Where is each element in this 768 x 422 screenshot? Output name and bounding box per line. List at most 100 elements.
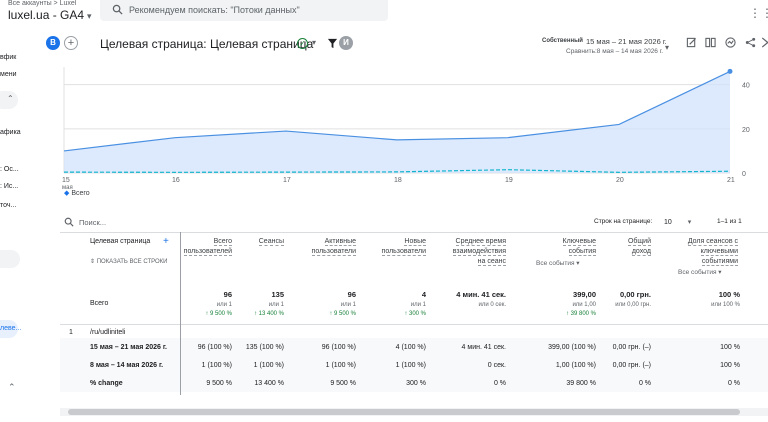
nav-item[interactable]: : Ос... bbox=[0, 166, 19, 173]
column-header[interactable]: ключевыми bbox=[700, 248, 738, 256]
column-header[interactable]: события bbox=[568, 248, 596, 256]
table-cell: 4 мин. 41 сек. bbox=[461, 344, 506, 351]
x-tick-sublabel: мая bbox=[62, 185, 73, 191]
column-header[interactable]: Среднее время bbox=[455, 238, 506, 246]
nav-item[interactable]: афика bbox=[0, 129, 21, 136]
top-bar: Все аккаунты > Luxel luxel.ua - GA4 ▾ Рек… bbox=[0, 0, 768, 30]
column-divider bbox=[180, 232, 181, 395]
avatar[interactable]: B bbox=[46, 36, 60, 50]
scrollbar-thumb[interactable] bbox=[68, 409, 740, 415]
x-tick-label: 17 bbox=[283, 177, 291, 184]
y-tick-label: 20 bbox=[742, 127, 750, 134]
chevron-down-icon: ▾ bbox=[87, 11, 92, 21]
total-value: 96 bbox=[347, 290, 356, 299]
table-cell: 0,00 грн. (–) bbox=[612, 362, 651, 369]
left-nav: вфик мени ⌃ афика : Ос... : Ис... точ...… bbox=[0, 30, 40, 422]
data-point[interactable] bbox=[727, 68, 733, 74]
horizontal-scrollbar[interactable] bbox=[60, 408, 768, 416]
check-circle-icon[interactable]: ✓ bbox=[297, 38, 308, 49]
key-events-filter-label: Все события bbox=[536, 260, 575, 267]
table-cell: 399,00 (100 %) bbox=[548, 344, 596, 351]
total-compare-value: или 1 bbox=[340, 302, 356, 308]
column-header[interactable]: событиями bbox=[701, 258, 738, 266]
y-tick-label: 40 bbox=[742, 83, 750, 90]
column-header[interactable]: Всего bbox=[213, 238, 232, 246]
nav-item[interactable]: мени bbox=[0, 71, 17, 78]
table-search-input[interactable]: Поиск... bbox=[79, 218, 107, 227]
series-current-line bbox=[63, 70, 731, 152]
column-header[interactable]: пользователей bbox=[183, 248, 232, 256]
chevron-down-icon: ▾ bbox=[576, 260, 580, 267]
compare-range[interactable]: Сравнить:8 мая – 14 мая 2026 г. bbox=[566, 48, 664, 55]
chevron-up-icon[interactable]: ⌃ bbox=[8, 382, 16, 392]
chart-legend[interactable]: ◆ Всего bbox=[64, 189, 90, 197]
nav-item[interactable]: вфик bbox=[0, 54, 17, 61]
report-header: B + Целевая страница: Целевая страница ✓… bbox=[40, 30, 768, 62]
table-cell: 0,00 грн. (–) bbox=[612, 344, 651, 351]
compare-icon[interactable] bbox=[705, 37, 716, 48]
breadcrumb[interactable]: Все аккаунты > Luxel bbox=[8, 0, 77, 7]
table-cell: 100 % bbox=[720, 362, 740, 369]
column-header[interactable]: доход bbox=[631, 248, 651, 256]
search-placeholder: Рекомендуем поискать: "Потоки данных" bbox=[129, 5, 300, 15]
chevron-down-icon[interactable]: ▾ bbox=[665, 43, 670, 52]
nav-item[interactable]: : Ис... bbox=[0, 183, 19, 190]
compare-avatar[interactable]: И bbox=[339, 36, 353, 50]
x-tick-label: 18 bbox=[394, 177, 402, 184]
show-all-rows-button[interactable]: ⇕ ПОКАЗАТЬ ВСЕ СТРОКИ bbox=[90, 258, 168, 265]
sub-row-background bbox=[60, 374, 768, 392]
nav-item[interactable]: точ... bbox=[0, 202, 17, 209]
table-cell: 1 (100 %) bbox=[325, 362, 356, 369]
x-tick-label: 15 bbox=[62, 177, 70, 184]
date-range[interactable]: 15 мая – 21 мая 2026 г. bbox=[586, 37, 667, 46]
share-icon[interactable] bbox=[745, 37, 756, 48]
x-tick-label: 19 bbox=[505, 177, 513, 184]
table-cell: 4 (100 %) bbox=[395, 344, 426, 351]
dimension-header[interactable]: Целевая страница bbox=[90, 238, 151, 245]
sub-row-label: % change bbox=[90, 380, 123, 387]
table-cell: 9 500 % bbox=[330, 380, 356, 387]
collapse-toggle[interactable]: ⌃ bbox=[0, 91, 18, 109]
total-value: 100 % bbox=[718, 290, 740, 299]
column-header[interactable]: Сеансы bbox=[258, 238, 284, 246]
column-header[interactable]: Новые bbox=[404, 238, 426, 246]
insights-icon[interactable] bbox=[725, 37, 736, 48]
row-page-path[interactable]: /ru/udliniteli bbox=[90, 329, 126, 336]
explore-icon[interactable] bbox=[762, 37, 768, 48]
total-compare-value: или 1 bbox=[410, 302, 426, 308]
rows-per-page-select[interactable]: 10 ▾ bbox=[664, 218, 691, 226]
total-change: ↑ 39 800 % bbox=[565, 311, 596, 317]
table-cell: 0 % bbox=[493, 380, 506, 387]
key-events-filter[interactable]: Все события ▾ bbox=[536, 259, 580, 267]
add-dimension-button[interactable]: + bbox=[163, 236, 169, 247]
total-compare-value: или 1,00 bbox=[572, 302, 596, 308]
pagination-info: 1–1 из 1 bbox=[717, 218, 742, 225]
table-cell: 135 (100 %) bbox=[245, 344, 284, 351]
total-compare-value: или 1 bbox=[268, 302, 284, 308]
column-header[interactable]: на сеанс bbox=[477, 258, 506, 266]
range-label: Собственный bbox=[542, 38, 583, 44]
nav-item-active[interactable]: леве... bbox=[0, 320, 21, 338]
total-value: 399,00 bbox=[573, 290, 596, 299]
column-header[interactable]: Ключевые bbox=[562, 238, 596, 246]
filter-icon[interactable] bbox=[327, 38, 338, 49]
totals-label: Всего bbox=[90, 300, 109, 307]
chevron-down-icon[interactable]: ▾ bbox=[312, 38, 317, 47]
column-header[interactable]: Активные bbox=[324, 238, 356, 246]
column-header[interactable]: Доля сеансов с bbox=[687, 238, 738, 246]
search-bar[interactable]: Рекомендуем поискать: "Потоки данных" bbox=[100, 0, 388, 21]
table-cell: 0 % bbox=[727, 380, 740, 387]
chevron-down-icon: ▾ bbox=[687, 219, 692, 226]
nav-chip[interactable] bbox=[0, 250, 20, 268]
property-selector[interactable]: luxel.ua - GA4 ▾ bbox=[8, 8, 92, 22]
edit-report-icon[interactable] bbox=[686, 37, 697, 48]
column-header[interactable]: пользователи bbox=[311, 248, 356, 256]
share-filter[interactable]: Все события ▾ bbox=[678, 268, 722, 276]
column-header[interactable]: пользователи bbox=[381, 248, 426, 256]
column-header[interactable]: Общий bbox=[627, 238, 651, 246]
expand-icon: ⇕ bbox=[90, 259, 96, 265]
total-value: 96 bbox=[223, 290, 232, 299]
add-comparison-button[interactable]: + bbox=[64, 36, 78, 50]
column-header[interactable]: взаимодействия bbox=[452, 248, 506, 256]
apps-grid-icon[interactable]: ⋮⋮⋮ bbox=[749, 6, 768, 20]
